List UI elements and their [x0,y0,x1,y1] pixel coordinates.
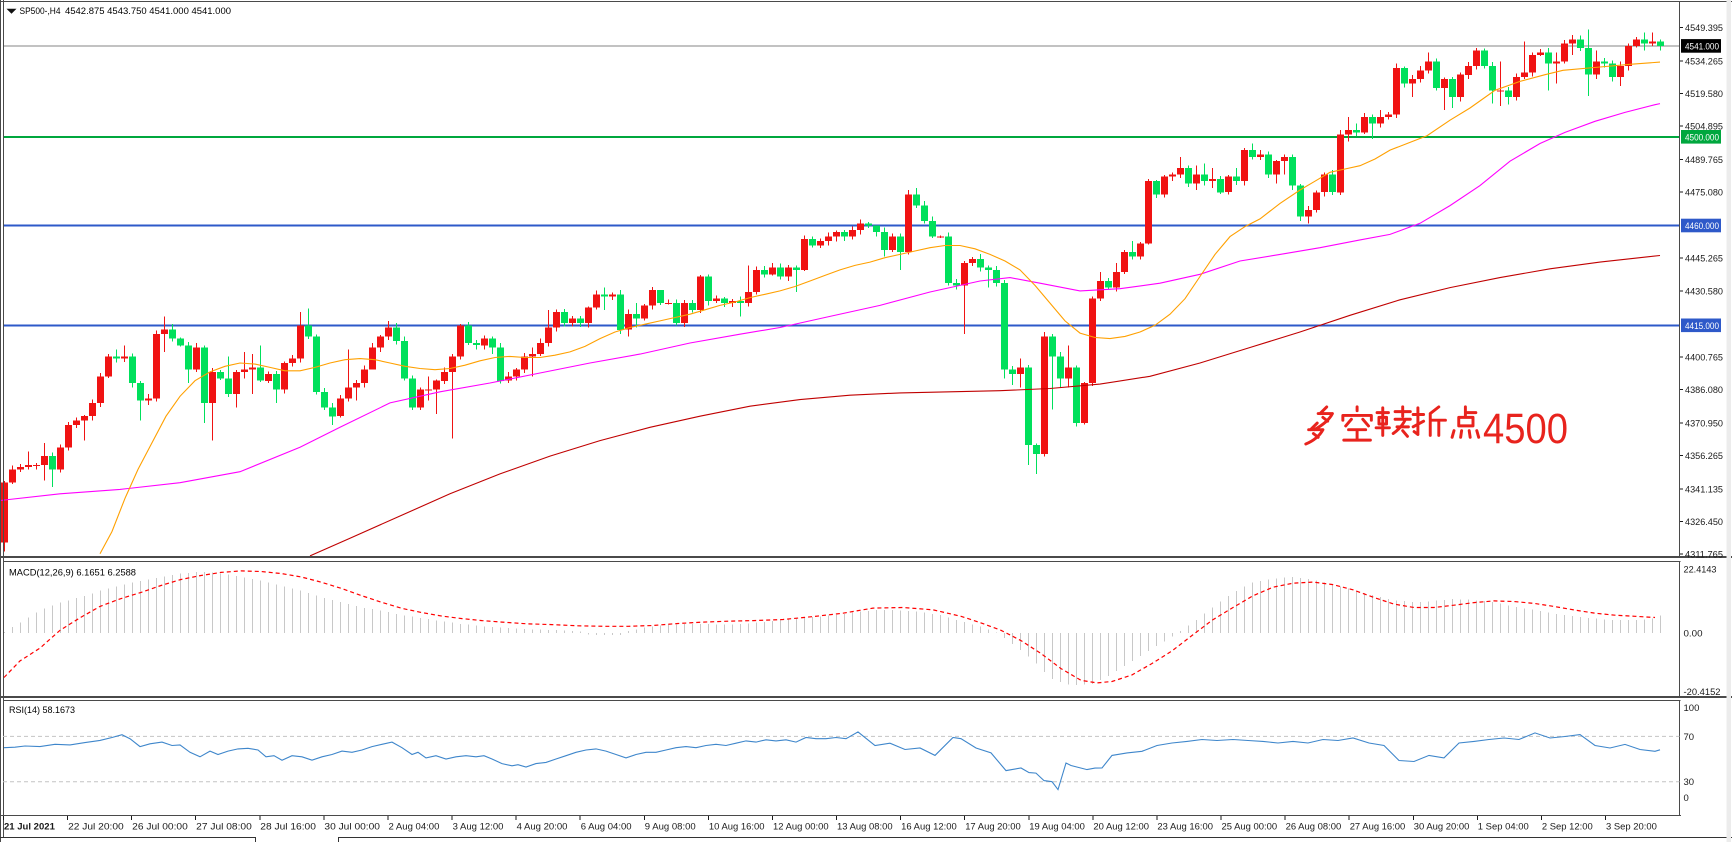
svg-text:-20.4152: -20.4152 [1684,687,1721,698]
svg-text:28 Jul 16:00: 28 Jul 16:00 [260,822,316,833]
svg-text:4460.000: 4460.000 [1685,221,1719,232]
svg-text:20 Aug 12:00: 20 Aug 12:00 [1093,822,1149,833]
svg-text:4 Aug 20:00: 4 Aug 20:00 [517,822,568,833]
svg-text:70: 70 [1684,732,1695,743]
svg-text:4519.580: 4519.580 [1685,89,1723,100]
svg-text:4500.000: 4500.000 [1685,132,1719,143]
svg-text:4430.580: 4430.580 [1685,286,1723,297]
svg-text:SP500-,H4: SP500-,H4 [20,6,61,17]
svg-text:12 Aug 00:00: 12 Aug 00:00 [773,822,829,833]
svg-text:4311.765: 4311.765 [1685,550,1723,561]
svg-text:2 Aug 04:00: 2 Aug 04:00 [389,822,440,833]
svg-text:22.4143: 22.4143 [1684,565,1717,576]
svg-text:4445.265: 4445.265 [1685,254,1723,265]
svg-text:27 Aug 16:00: 27 Aug 16:00 [1350,822,1406,833]
svg-text:MACD(12,26,9) 6.1651 6.2588: MACD(12,26,9) 6.1651 6.2588 [9,568,136,579]
svg-text:4541.000: 4541.000 [1685,41,1719,52]
svg-text:25 Aug 00:00: 25 Aug 00:00 [1222,822,1278,833]
svg-text:4400.765: 4400.765 [1685,352,1723,363]
svg-text:0: 0 [1684,793,1689,804]
svg-text:16 Aug 12:00: 16 Aug 12:00 [901,822,957,833]
svg-text:3 Sep 20:00: 3 Sep 20:00 [1606,822,1657,833]
svg-text:4475.080: 4475.080 [1685,188,1723,199]
svg-text:2 Sep 12:00: 2 Sep 12:00 [1542,822,1593,833]
svg-text:13 Aug 08:00: 13 Aug 08:00 [837,822,893,833]
svg-text:4489.765: 4489.765 [1685,155,1723,166]
svg-text:4341.135: 4341.135 [1685,485,1723,496]
svg-text:26 Jul 00:00: 26 Jul 00:00 [132,822,188,833]
svg-text:30 Jul 00:00: 30 Jul 00:00 [324,822,380,833]
svg-text:4326.450: 4326.450 [1685,517,1723,528]
svg-text:23 Aug 16:00: 23 Aug 16:00 [1157,822,1213,833]
svg-text:4415.000: 4415.000 [1685,321,1719,332]
svg-text:9 Aug 08:00: 9 Aug 08:00 [645,822,696,833]
svg-text:27 Jul 08:00: 27 Jul 08:00 [196,822,252,833]
svg-text:6 Aug 04:00: 6 Aug 04:00 [581,822,632,833]
svg-text:26 Aug 08:00: 26 Aug 08:00 [1286,822,1342,833]
svg-text:30 Aug 20:00: 30 Aug 20:00 [1414,822,1470,833]
svg-text:RSI(14) 58.1673: RSI(14) 58.1673 [9,705,75,716]
svg-text:10 Aug 16:00: 10 Aug 16:00 [709,822,765,833]
svg-text:4500: 4500 [1483,405,1568,453]
svg-text:19 Aug 04:00: 19 Aug 04:00 [1029,822,1085,833]
svg-text:22 Jul 20:00: 22 Jul 20:00 [68,822,124,833]
svg-text:4542.875 4543.750 4541.000 454: 4542.875 4543.750 4541.000 4541.000 [65,6,231,17]
svg-text:0.00: 0.00 [1684,629,1703,640]
svg-text:4534.265: 4534.265 [1685,56,1723,67]
svg-text:21 Jul 2021: 21 Jul 2021 [4,822,56,833]
svg-text:4386.080: 4386.080 [1685,385,1723,396]
svg-text:30: 30 [1684,777,1695,788]
svg-text:4356.265: 4356.265 [1685,451,1723,462]
svg-text:100: 100 [1684,703,1700,714]
svg-text:4504.895: 4504.895 [1685,122,1723,133]
svg-text:1 Sep 04:00: 1 Sep 04:00 [1478,822,1529,833]
svg-text:4370.950: 4370.950 [1685,419,1723,430]
svg-text:4549.395: 4549.395 [1685,23,1723,34]
svg-text:17 Aug 20:00: 17 Aug 20:00 [965,822,1021,833]
svg-text:3 Aug 12:00: 3 Aug 12:00 [453,822,504,833]
